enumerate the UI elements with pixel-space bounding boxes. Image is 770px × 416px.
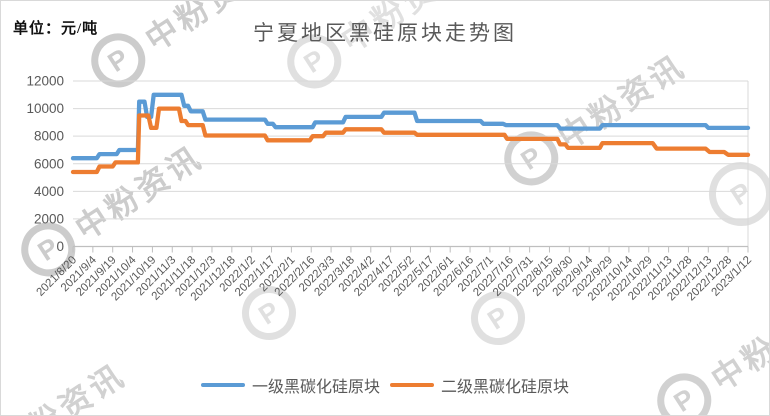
y-axis-label: 6000 xyxy=(34,156,64,171)
legend-item-first-grade: 一级黑碳化硅原块 xyxy=(200,373,380,397)
series-line-second-grade xyxy=(70,106,751,175)
y-axis-label: 2000 xyxy=(34,211,64,226)
legend: 一级黑碳化硅原块 二级黑碳化硅原块 xyxy=(1,373,769,397)
y-axis-label: 10000 xyxy=(26,101,64,116)
unit-label: 单位：元/吨 xyxy=(13,21,99,37)
y-axis-label: 8000 xyxy=(34,129,64,144)
y-axis-label: 0 xyxy=(56,239,64,254)
legend-item-second-grade: 二级黑碳化硅原块 xyxy=(390,373,569,397)
legend-label-first-grade: 一级黑碳化硅原块 xyxy=(251,379,380,396)
series-line-first-grade xyxy=(70,92,751,161)
second-grade-line-swatch-icon xyxy=(390,383,434,387)
chart-title: 宁夏地区黑硅原块走势图 xyxy=(253,21,517,45)
legend-label-second-grade: 二级黑碳化硅原块 xyxy=(441,379,570,396)
y-axis-label: 12000 xyxy=(26,74,64,89)
y-axis-label: 4000 xyxy=(34,184,64,199)
first-grade-line-swatch-icon xyxy=(200,383,245,387)
